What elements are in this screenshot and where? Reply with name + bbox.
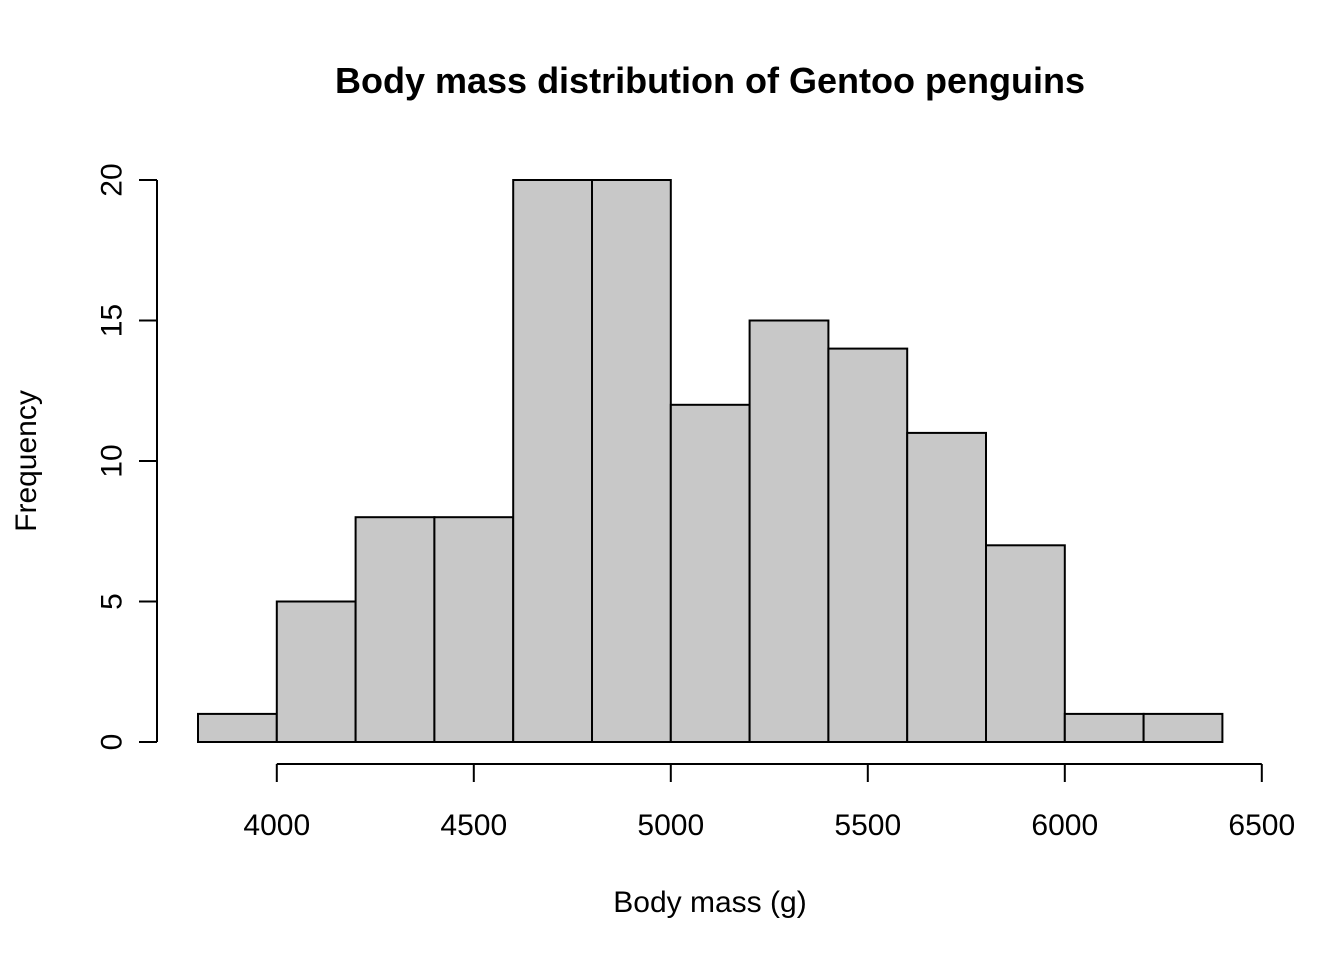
histogram-bar: [985, 544, 1066, 743]
histogram-bar: [433, 516, 515, 744]
x-axis: 4000 4500 5000 5500 6000 6500: [243, 763, 1295, 842]
histogram-bar: [669, 403, 751, 743]
histogram-bar: [906, 431, 988, 743]
x-tick-label: 4500: [440, 809, 507, 842]
y-axis-label: Frequency: [10, 390, 43, 532]
x-tick-label: 5500: [834, 809, 901, 842]
bars-group: [197, 179, 1224, 744]
x-tick-label: 6500: [1228, 809, 1295, 842]
y-tick-label: 10: [96, 444, 129, 477]
histogram-bar: [1063, 712, 1145, 744]
chart-title: Body mass distribution of Gentoo penguin…: [335, 60, 1085, 101]
histogram-bar: [1142, 712, 1224, 744]
x-tick-label: 5000: [637, 809, 704, 842]
x-axis-label: Body mass (g): [613, 886, 806, 919]
y-tick-label: 15: [96, 304, 129, 337]
histogram-bar: [512, 179, 594, 743]
histogram-bar: [748, 319, 830, 743]
histogram-bar: [354, 516, 436, 744]
y-axis: 0 5 10 15 20: [96, 163, 158, 750]
histogram-bar: [827, 347, 909, 743]
y-tick-label: 20: [96, 163, 129, 196]
histogram-bar: [591, 179, 672, 743]
x-tick-label: 4000: [243, 809, 310, 842]
histogram-bar: [197, 712, 278, 744]
y-tick-label: 0: [96, 734, 129, 751]
x-tick-label: 6000: [1031, 809, 1098, 842]
y-tick-label: 5: [96, 593, 129, 610]
histogram-bar: [275, 600, 357, 743]
